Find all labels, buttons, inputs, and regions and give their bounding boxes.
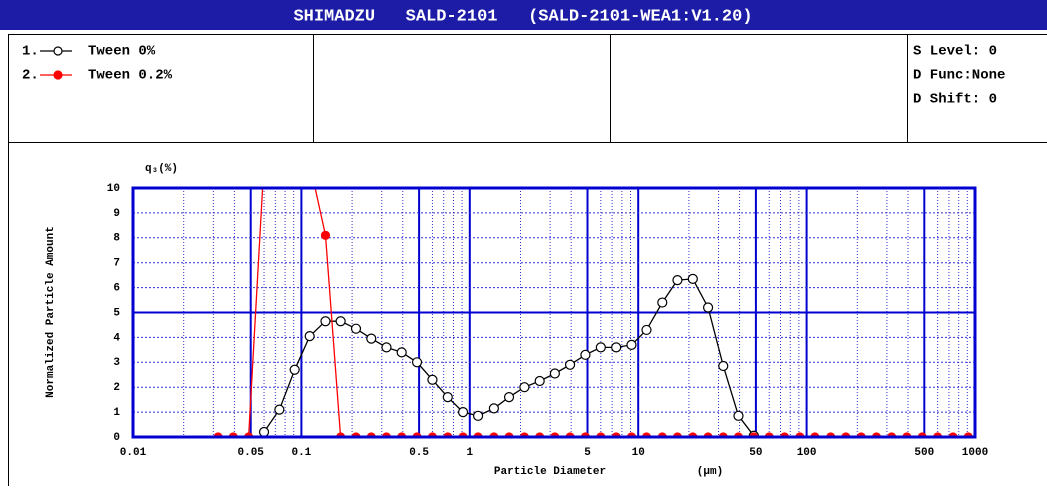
info-line: S Level: 0 xyxy=(913,44,997,60)
data-point xyxy=(596,343,605,352)
y-tick-label: 3 xyxy=(113,357,120,369)
y-tick-label: 6 xyxy=(113,283,120,295)
data-point xyxy=(581,350,590,359)
x-tick-label: 5 xyxy=(584,447,591,459)
x-tick-label: 0.1 xyxy=(291,447,311,459)
data-point xyxy=(290,365,299,374)
legend-index: 1. xyxy=(22,44,39,60)
y-tick-label: 8 xyxy=(113,233,120,245)
y-tick-label: 1 xyxy=(113,407,120,419)
data-point xyxy=(489,404,498,413)
header-box xyxy=(9,35,1047,143)
data-point xyxy=(688,274,697,283)
legend-index: 2. xyxy=(22,68,39,84)
data-point xyxy=(474,411,483,420)
x-tick-label: 500 xyxy=(914,447,934,459)
y-tick-label: 2 xyxy=(113,382,120,394)
x-tick-label: 10 xyxy=(632,447,645,459)
data-point xyxy=(336,317,345,326)
y-tick-label: 5 xyxy=(113,307,120,319)
data-point xyxy=(734,411,743,420)
y-title: q₃(%) xyxy=(145,163,178,175)
data-point xyxy=(305,332,314,341)
data-point xyxy=(566,360,575,369)
info-line: D Func:None xyxy=(913,68,1005,84)
info-line: D Shift: 0 xyxy=(913,92,997,108)
data-point xyxy=(428,375,437,384)
legend-label: Tween 0.2% xyxy=(88,68,173,84)
data-point xyxy=(291,35,299,43)
data-point xyxy=(306,159,314,167)
title: SHIMADZU SALD-2101 (SALD-2101-WEA1:V1.20… xyxy=(293,7,752,26)
y-axis-label: Normalized Particle Amount xyxy=(45,226,57,398)
data-point xyxy=(520,383,529,392)
x-tick-label: 1000 xyxy=(962,447,988,459)
x-tick-label: 0.5 xyxy=(409,447,429,459)
data-point xyxy=(321,231,329,239)
y-tick-label: 4 xyxy=(113,332,120,344)
y-tick-label: 10 xyxy=(107,183,120,195)
data-point xyxy=(673,276,682,285)
y-tick-label: 7 xyxy=(113,258,120,270)
x-axis-label: Particle Diameter xyxy=(494,466,606,478)
data-point xyxy=(321,317,330,326)
x-tick-label: 50 xyxy=(749,447,762,459)
legend-marker xyxy=(54,47,62,55)
data-point xyxy=(443,393,452,402)
x-axis-unit: (μm) xyxy=(697,466,723,478)
data-point xyxy=(459,408,468,417)
data-point xyxy=(642,325,651,334)
x-tick-label: 1 xyxy=(466,447,473,459)
data-point xyxy=(704,303,713,312)
data-point xyxy=(382,343,391,352)
data-point xyxy=(627,340,636,349)
data-point xyxy=(658,298,667,307)
data-point xyxy=(260,428,269,437)
y-tick-label: 0 xyxy=(113,432,120,444)
data-point xyxy=(397,348,406,357)
data-point xyxy=(413,358,422,367)
data-point xyxy=(719,362,728,371)
legend-label: Tween 0% xyxy=(88,44,156,60)
data-point xyxy=(550,369,559,378)
data-point xyxy=(275,84,283,92)
legend-marker xyxy=(54,71,62,79)
data-point xyxy=(275,405,284,414)
data-point xyxy=(260,159,268,167)
x-tick-label: 0.01 xyxy=(120,447,147,459)
data-point xyxy=(367,334,376,343)
data-point xyxy=(535,376,544,385)
x-tick-label: 0.05 xyxy=(238,447,265,459)
grid xyxy=(133,188,975,437)
y-tick-label: 9 xyxy=(113,208,120,220)
x-tick-label: 100 xyxy=(797,447,817,459)
data-point xyxy=(612,343,621,352)
data-point xyxy=(505,393,514,402)
data-point xyxy=(352,324,361,333)
